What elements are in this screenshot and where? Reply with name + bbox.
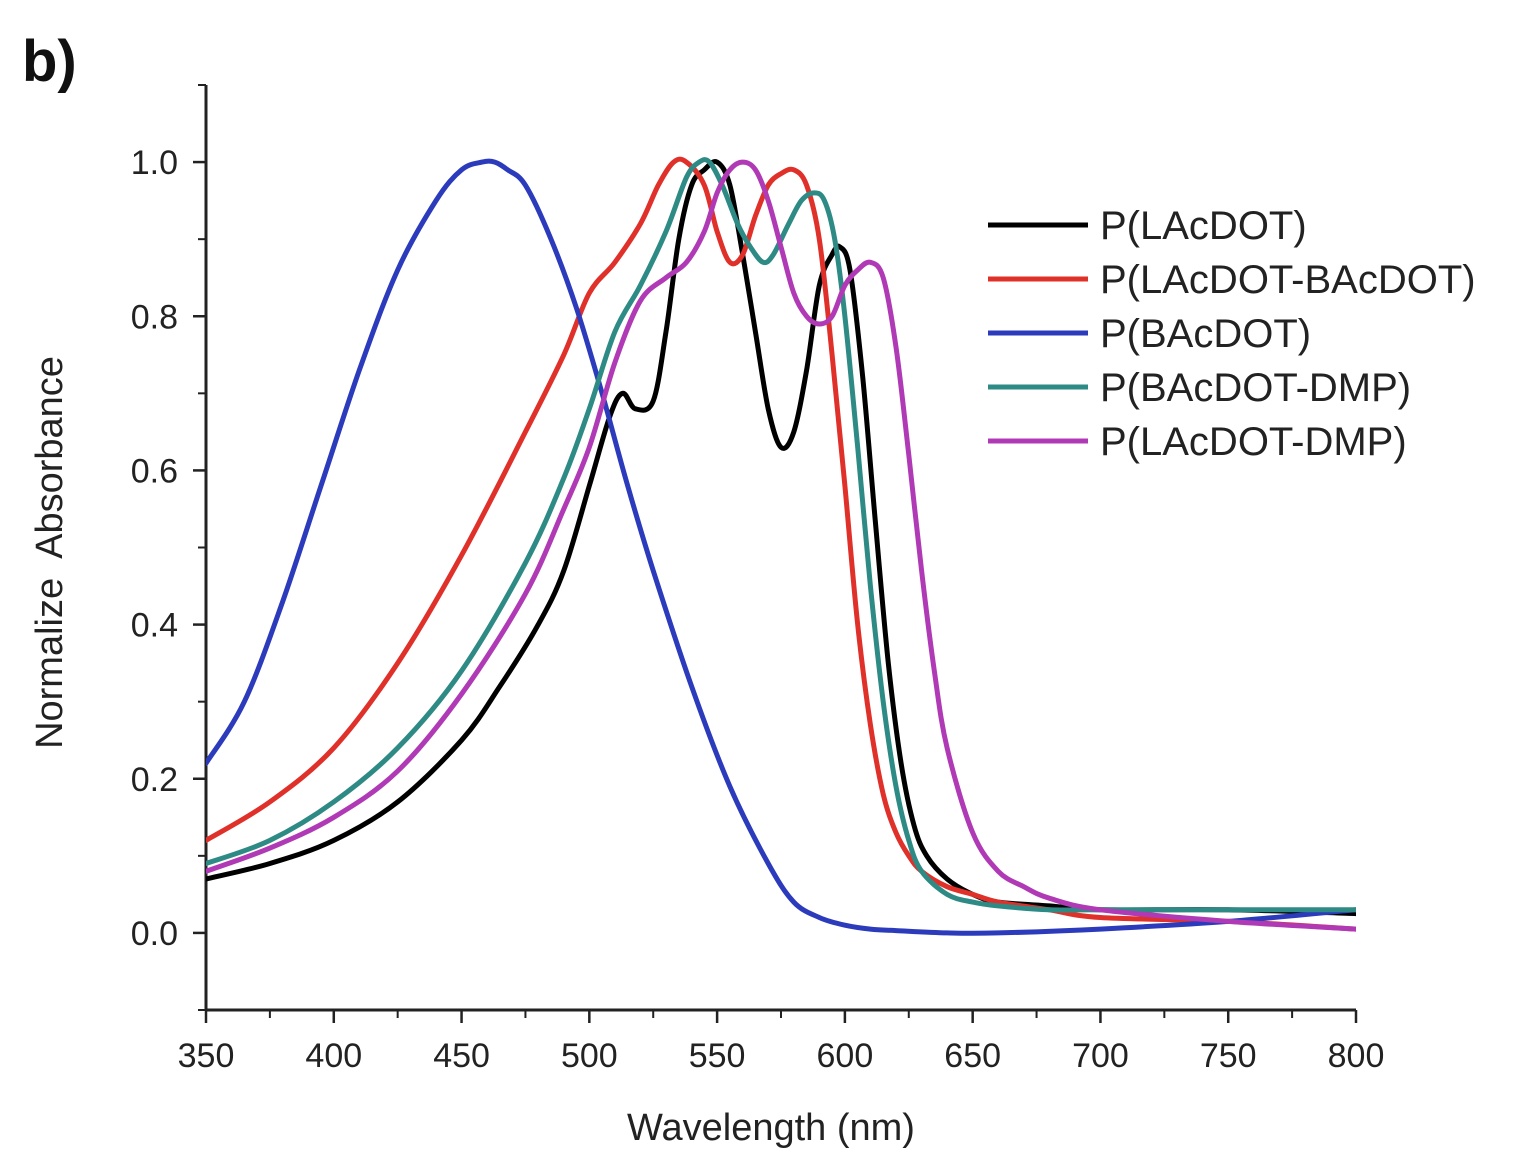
legend-label-p-lacdot: P(LAcDOT) [1100,204,1307,248]
x-tick-label: 650 [944,1037,1001,1075]
legend-label-p-lacdot-dmp: P(LAcDOT-DMP) [1100,420,1407,464]
x-tick-label: 400 [305,1037,362,1075]
y-tick-label: 1.0 [131,144,178,182]
legend-label-p-bacdot: P(BAcDOT) [1100,312,1311,356]
x-tick-label: 700 [1072,1037,1129,1075]
x-tick-label: 550 [689,1037,746,1075]
y-tick-label: 0.4 [131,607,178,645]
legend-label-p-bacdot-dmp: P(BAcDOT-DMP) [1100,366,1411,410]
x-axis-title: Wavelength (nm) [627,1107,915,1149]
x-tick-label: 350 [178,1037,235,1075]
x-tick-label: 500 [561,1037,618,1075]
x-tick-label: 800 [1328,1037,1385,1075]
series-line-p-lacdot-bacdot [206,156,1356,932]
y-tick-label: 0.8 [131,298,178,336]
series-line-p-bacdot [206,158,1356,936]
x-tick-label: 600 [817,1037,874,1075]
series-line-p-bacdot-dmp [206,157,1356,913]
y-tick-label: 0.2 [131,761,178,799]
panel-label: b) [22,29,77,94]
y-axis-title: Normalize Absorbance [29,356,71,749]
x-tick-label: 750 [1200,1037,1257,1075]
series-line-p-lacdot-dmp [206,159,1356,932]
y-tick-label: 0.0 [131,915,178,953]
legend-label-p-lacdot-bacdot: P(LAcDOT-BAcDOT) [1100,258,1476,302]
x-tick-label: 450 [433,1037,490,1075]
y-tick-label: 0.6 [131,452,178,490]
series-line-p-lacdot [206,159,1356,917]
